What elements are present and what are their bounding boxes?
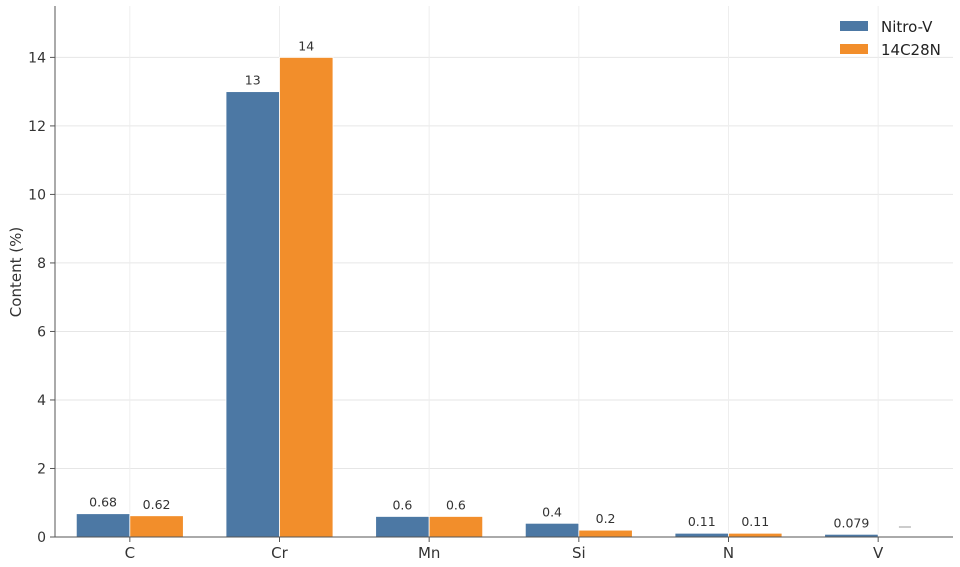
y-tick-label: 8 — [37, 256, 46, 272]
y-tick-label: 6 — [37, 324, 46, 340]
data-label: 14 — [298, 38, 314, 53]
x-tick-label: C — [125, 544, 135, 562]
y-tick-label: 4 — [37, 393, 46, 409]
data-label: 0.11 — [741, 514, 769, 529]
data-label: 0.11 — [688, 514, 716, 529]
y-tick-label: 14 — [28, 50, 46, 66]
data-label: 0.2 — [596, 511, 616, 526]
bar-n-14c28n — [728, 532, 783, 538]
bar-cr-nitro-v — [225, 91, 280, 538]
data-label: 0.4 — [542, 504, 562, 519]
bar-si-14c28n — [578, 529, 633, 538]
data-label: 13 — [245, 73, 261, 88]
bar-n-nitro-v — [674, 532, 729, 538]
data-label: 0.68 — [89, 495, 117, 510]
y-tick-label: 10 — [28, 187, 46, 203]
x-tick-label: Mn — [418, 544, 440, 562]
y-axis-label: Content (%) — [7, 227, 25, 317]
x-tick-label: Si — [572, 544, 586, 562]
legend-label-14c28n: 14C28N — [881, 41, 941, 59]
legend-label-nitro-v: Nitro-V — [881, 18, 933, 36]
x-tick-label: Cr — [271, 544, 288, 562]
bar-c-nitro-v — [75, 513, 131, 538]
legend-swatch-nitro-v — [840, 21, 868, 31]
legend: Nitro-V 14C28N — [840, 18, 941, 59]
bar-c-14c28n — [129, 515, 184, 538]
data-label: 0.6 — [392, 497, 412, 512]
x-tick-label: N — [723, 544, 734, 562]
x-tick-label: V — [873, 544, 884, 562]
bar-si-nitro-v — [524, 522, 580, 538]
data-label: 0.62 — [143, 497, 171, 512]
data-labels: 0.68 13 0.6 0.4 0.11 0.079 0.62 14 0.6 0.2 0.11 — [89, 38, 911, 530]
data-label: 0.079 — [834, 515, 870, 530]
y-tick-label: 0 — [37, 530, 46, 546]
y-tick-label: 2 — [37, 461, 46, 477]
data-label: 0.6 — [446, 497, 466, 512]
bar-mn-nitro-v — [375, 516, 430, 538]
axes: 0 2 4 6 8 10 12 14 C Cr Mn Si N V — [28, 6, 953, 562]
bars — [75, 56, 879, 538]
y-tick-label: 12 — [28, 119, 46, 135]
legend-swatch-14c28n — [840, 44, 868, 54]
bar-cr-14c28n — [279, 56, 334, 538]
gridlines — [55, 6, 953, 538]
bar-mn-14c28n — [428, 516, 484, 538]
